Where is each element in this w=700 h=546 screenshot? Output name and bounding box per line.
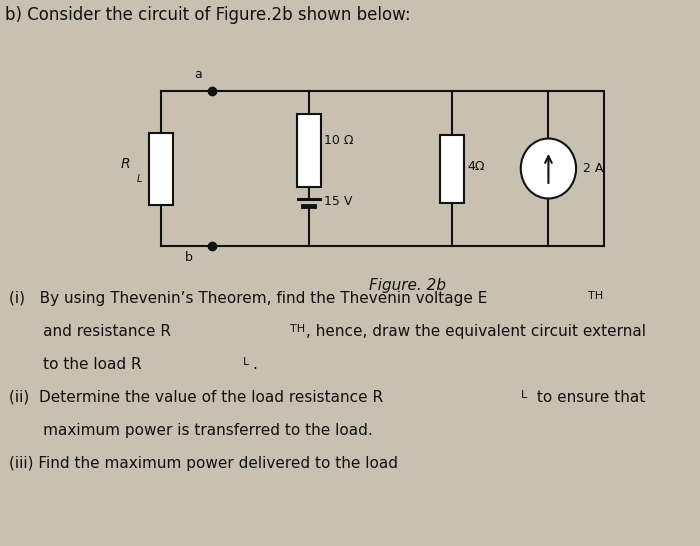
- Text: 10 Ω: 10 Ω: [324, 134, 354, 147]
- Text: (ii)  Determine the value of the load resistance R: (ii) Determine the value of the load res…: [9, 390, 384, 405]
- Text: 15 V: 15 V: [324, 195, 353, 209]
- Text: L: L: [242, 357, 248, 367]
- Text: TH: TH: [290, 324, 305, 334]
- Text: .: .: [253, 357, 258, 372]
- Text: R: R: [120, 157, 130, 171]
- Text: L: L: [521, 390, 527, 400]
- Circle shape: [521, 139, 576, 199]
- Text: TH: TH: [588, 291, 603, 301]
- Text: (i)   By using Thevenin’s Theorem, find the Thevenin voltage E: (i) By using Thevenin’s Theorem, find th…: [9, 291, 488, 306]
- Text: , hence, draw the equivalent circuit external: , hence, draw the equivalent circuit ext…: [306, 324, 646, 339]
- Text: Figure. 2b: Figure. 2b: [370, 278, 447, 293]
- Text: 4Ω: 4Ω: [468, 160, 485, 173]
- Bar: [440, 134, 463, 203]
- Text: 2 A: 2 A: [583, 162, 604, 175]
- Bar: [149, 133, 174, 205]
- Text: b: b: [185, 251, 193, 264]
- Text: (iii) Find the maximum power delivered to the load: (iii) Find the maximum power delivered t…: [9, 456, 398, 471]
- Text: to ensure that: to ensure that: [532, 390, 645, 405]
- Text: maximum power is transferred to the load.: maximum power is transferred to the load…: [9, 423, 373, 438]
- Text: and resistance R: and resistance R: [9, 324, 171, 339]
- Text: to the load R: to the load R: [9, 357, 142, 372]
- Text: a: a: [195, 68, 202, 81]
- Text: b) Consider the circuit of Figure.2b shown below:: b) Consider the circuit of Figure.2b sho…: [5, 6, 410, 24]
- Text: L: L: [136, 175, 142, 185]
- Bar: [297, 115, 321, 187]
